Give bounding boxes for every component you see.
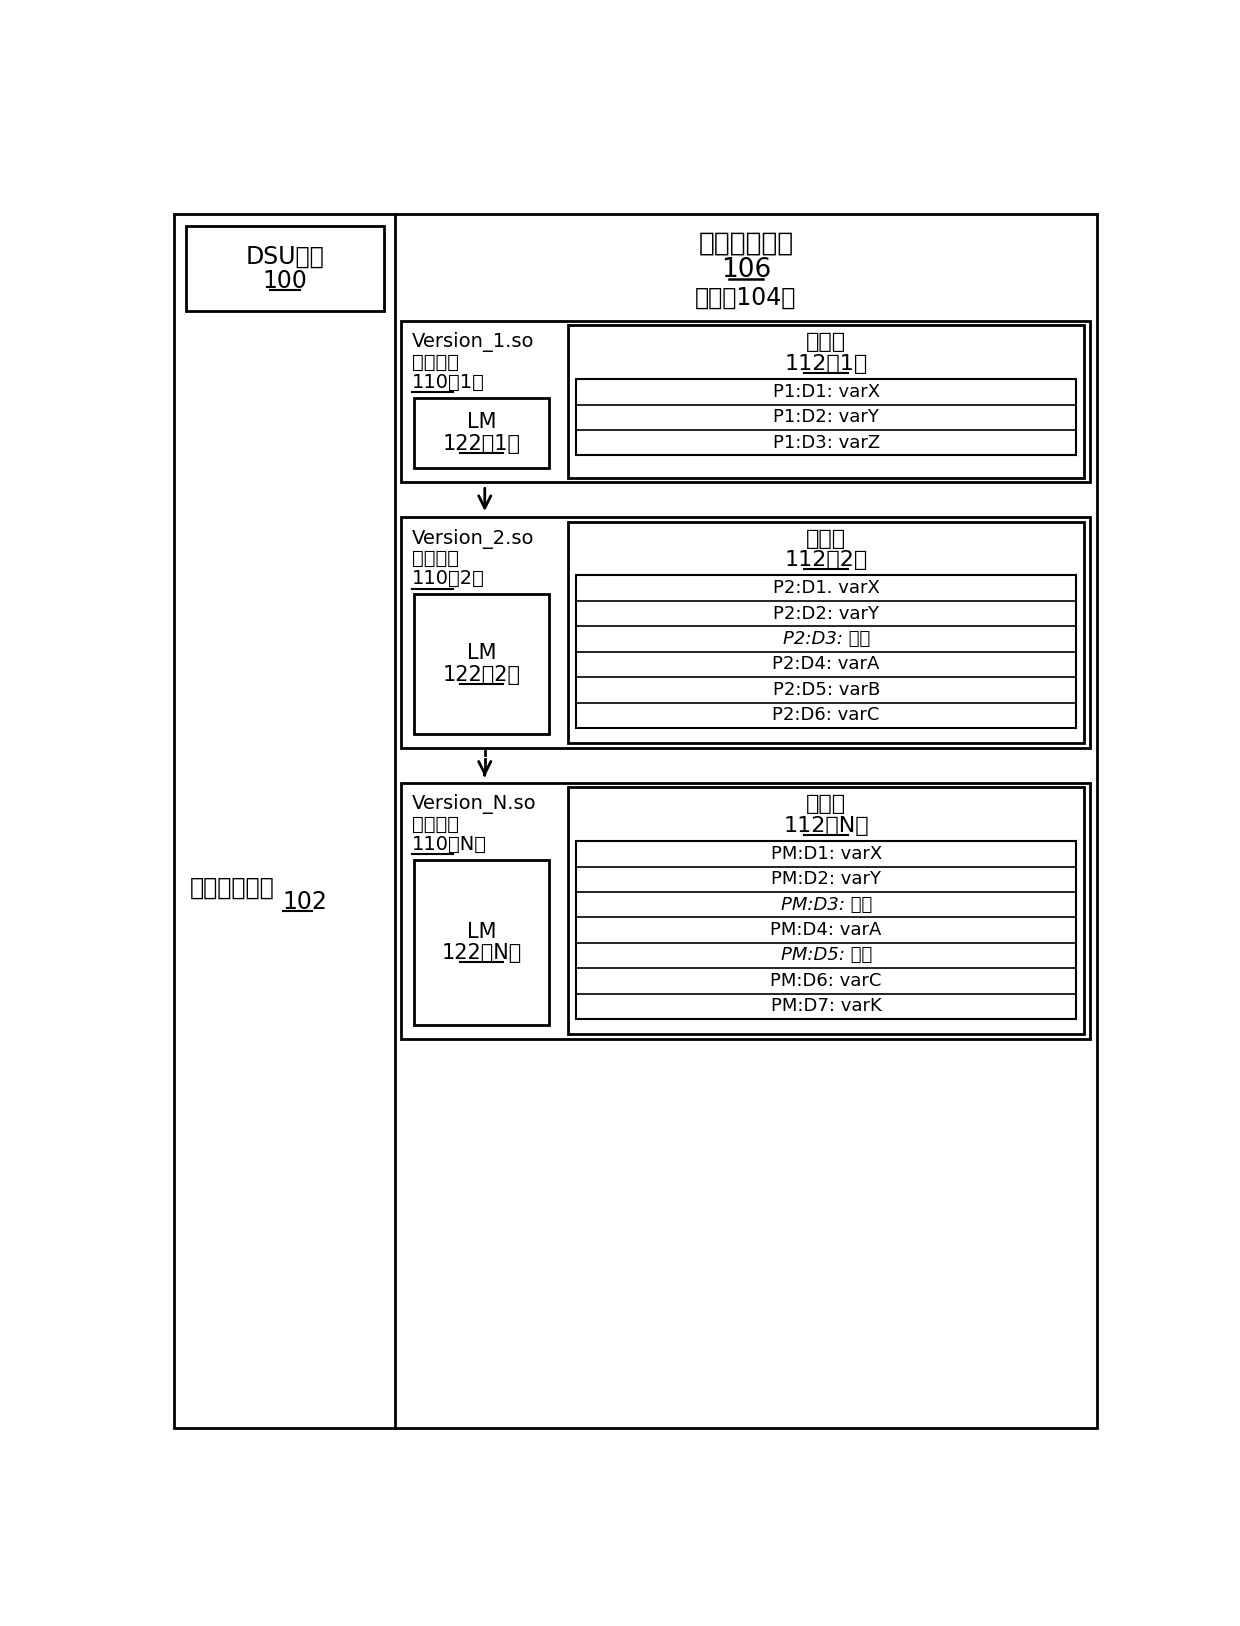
Text: PM:D4: varA: PM:D4: varA	[770, 920, 882, 940]
Text: 地址空间: 地址空间	[412, 550, 459, 567]
Text: 数据段: 数据段	[806, 528, 846, 548]
Text: 数据段: 数据段	[806, 793, 846, 815]
Text: （程序104）: （程序104）	[696, 286, 796, 309]
FancyBboxPatch shape	[568, 325, 1084, 478]
Text: 地址空间: 地址空间	[412, 353, 459, 372]
Text: 110（1）: 110（1）	[412, 372, 485, 392]
FancyBboxPatch shape	[186, 226, 383, 311]
Text: 110（N）: 110（N）	[412, 834, 487, 854]
Text: 122（1）: 122（1）	[443, 434, 521, 454]
Text: LM: LM	[467, 644, 496, 663]
Text: 112（N）: 112（N）	[784, 816, 869, 836]
Text: LM: LM	[467, 413, 496, 433]
Text: PM:D3: 填充: PM:D3: 填充	[780, 896, 872, 914]
Text: 地址空间: 地址空间	[412, 815, 459, 834]
Text: PM:D6: varC: PM:D6: varC	[770, 972, 882, 990]
FancyBboxPatch shape	[575, 379, 1076, 455]
Text: P2:D6: varC: P2:D6: varC	[773, 706, 880, 724]
Text: 112（1）: 112（1）	[785, 354, 868, 374]
FancyBboxPatch shape	[402, 320, 1090, 483]
Text: 112（2）: 112（2）	[785, 550, 868, 571]
Text: DSU工具: DSU工具	[246, 246, 324, 268]
Text: P1:D2: varY: P1:D2: varY	[774, 408, 879, 426]
Text: 122（2）: 122（2）	[443, 665, 521, 685]
Text: P1:D3: varZ: P1:D3: varZ	[773, 434, 879, 452]
Text: PM:D1: varX: PM:D1: varX	[770, 846, 882, 863]
FancyBboxPatch shape	[175, 215, 1096, 1428]
Text: 进程地址空间: 进程地址空间	[698, 231, 794, 257]
Text: P2:D2: varY: P2:D2: varY	[774, 605, 879, 623]
FancyBboxPatch shape	[402, 782, 1090, 1039]
Text: 100: 100	[263, 270, 308, 293]
Text: P2:D3: 填充: P2:D3: 填充	[782, 629, 869, 649]
Text: P2:D5: varB: P2:D5: varB	[773, 681, 879, 699]
FancyBboxPatch shape	[414, 860, 549, 1024]
Text: P1:D1: varX: P1:D1: varX	[773, 382, 879, 402]
Text: 106: 106	[720, 257, 771, 283]
Text: 数据段: 数据段	[806, 332, 846, 353]
FancyBboxPatch shape	[402, 517, 1090, 748]
FancyBboxPatch shape	[568, 522, 1084, 743]
Text: 102: 102	[283, 889, 327, 914]
Text: P2:D1. varX: P2:D1. varX	[773, 579, 879, 597]
Text: Version_1.so: Version_1.so	[412, 332, 534, 353]
Text: Version_2.so: Version_2.so	[412, 528, 534, 548]
Text: 110（2）: 110（2）	[412, 569, 485, 589]
Text: 逻辑地址空间: 逻辑地址空间	[190, 876, 274, 901]
FancyBboxPatch shape	[414, 593, 549, 733]
Text: 122（N）: 122（N）	[441, 943, 522, 963]
Text: PM:D5: 填充: PM:D5: 填充	[780, 946, 872, 964]
FancyBboxPatch shape	[575, 841, 1076, 1020]
FancyBboxPatch shape	[575, 576, 1076, 728]
Text: PM:D7: varK: PM:D7: varK	[771, 997, 882, 1015]
Text: PM:D2: varY: PM:D2: varY	[771, 870, 882, 888]
FancyBboxPatch shape	[414, 398, 549, 468]
FancyBboxPatch shape	[568, 787, 1084, 1034]
Text: LM: LM	[467, 922, 496, 941]
Text: Version_N.so: Version_N.so	[412, 793, 537, 815]
Text: P2:D4: varA: P2:D4: varA	[773, 655, 880, 673]
